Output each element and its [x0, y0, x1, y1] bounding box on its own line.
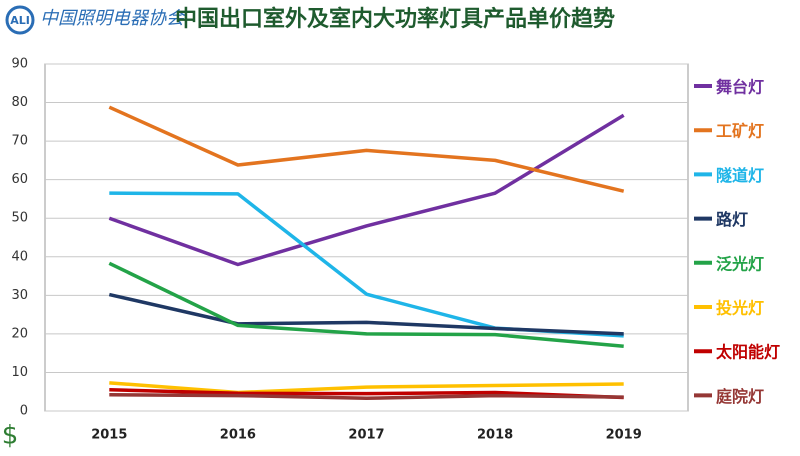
series-line	[108, 292, 624, 336]
legend-label: 投光灯	[716, 299, 764, 318]
y-tick-label: 50	[11, 211, 28, 226]
legend-label: 隧道灯	[716, 166, 764, 185]
y-unit: $	[2, 421, 19, 451]
y-tick-label: 40	[11, 249, 28, 264]
y-tick-label: 60	[11, 172, 28, 187]
legend-label: 舞台灯	[716, 78, 764, 97]
series-line	[108, 261, 624, 348]
legend-label: 庭院灯	[716, 387, 764, 406]
x-tick-label: 2019	[606, 428, 642, 443]
x-tick-label: 2018	[477, 428, 513, 443]
logo-text: 中国照明电器协会	[40, 8, 186, 28]
chart-title: 中国出口室外及室内大功率灯具产品单价趋势	[175, 6, 615, 32]
x-tick-label: 2016	[220, 428, 256, 443]
y-tick-label: 20	[11, 326, 28, 341]
series-line	[108, 113, 625, 267]
x-tick-label: 2015	[91, 428, 127, 443]
y-tick-label: 10	[11, 365, 28, 380]
legend-label: 工矿灯	[716, 122, 764, 141]
series-line	[109, 393, 624, 401]
series-line	[109, 381, 624, 395]
x-tick-label: 2017	[348, 428, 384, 443]
series-line	[109, 388, 624, 400]
legend-label: 太阳能灯	[715, 343, 780, 362]
logo: ALI	[5, 5, 35, 35]
logo-letters: ALI	[10, 14, 30, 27]
legend-label: 泛光灯	[716, 254, 764, 273]
y-tick-label: 30	[11, 288, 28, 303]
series-line	[108, 105, 625, 193]
legend-label: 路灯	[716, 210, 748, 229]
y-tick-label: 90	[11, 57, 28, 72]
y-tick-label: 0	[20, 404, 28, 419]
y-tick-label: 70	[11, 134, 28, 149]
logo-mark	[5, 5, 35, 35]
y-tick-label: 80	[11, 95, 28, 110]
